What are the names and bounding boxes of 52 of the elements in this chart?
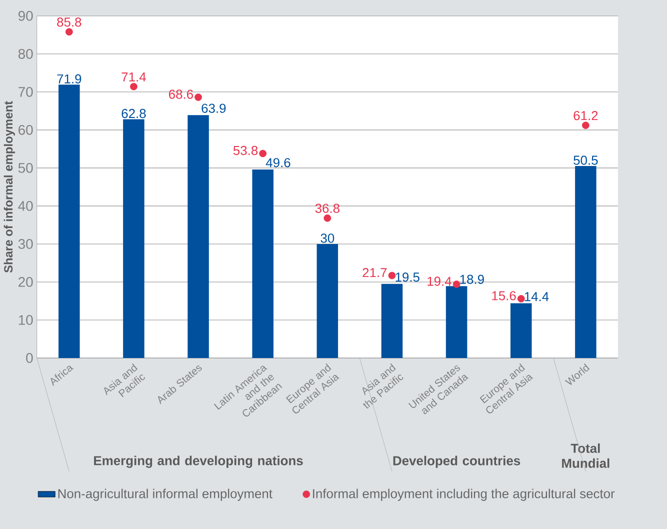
bar <box>252 169 274 358</box>
bar <box>575 166 596 358</box>
y-tick-label: 70 <box>18 86 33 97</box>
legend-label: Informal employment including the agricultural sector <box>313 488 615 501</box>
data-label: 21.7 <box>362 268 387 278</box>
data-label: 19.4 <box>428 276 452 286</box>
data-label: 71.9 <box>57 74 82 84</box>
y-tick-label: 50 <box>18 163 33 173</box>
bar <box>188 115 209 358</box>
bar <box>510 303 532 358</box>
data-label: 62.8 <box>122 108 146 118</box>
text: Emerging and developing nations <box>94 456 303 468</box>
data-label: 49.6 <box>266 158 290 168</box>
bar <box>316 244 338 358</box>
y-tick-label: 80 <box>18 48 33 59</box>
y-tick-label: 40 <box>18 201 33 211</box>
data-label: 71.4 <box>122 72 146 82</box>
data-label: 14.4 <box>524 292 549 302</box>
y-axis-title: Share of informal employment <box>4 101 15 273</box>
text: Total Mundial <box>562 443 610 468</box>
data-label: 19.5 <box>396 272 420 282</box>
data-label: 85.8 <box>57 18 82 27</box>
point <box>65 28 73 36</box>
y-tick-label: 20 <box>18 277 33 287</box>
data-label: 36.8 <box>315 204 340 213</box>
data-label: 30 <box>320 234 334 243</box>
point <box>194 94 202 101</box>
point <box>259 150 267 158</box>
bar <box>58 84 80 358</box>
y-tick-label: 30 <box>18 239 33 249</box>
data-label: 50.5 <box>574 156 598 165</box>
data-label: 15.6 <box>492 291 516 300</box>
point <box>452 280 460 288</box>
point <box>388 272 396 280</box>
bar <box>381 284 403 358</box>
point <box>130 82 138 90</box>
bar <box>446 286 468 358</box>
data-label: 18.9 <box>460 274 484 284</box>
data-label: 68.6 <box>169 90 193 99</box>
bar <box>123 119 144 358</box>
legend-label: Non-agricultural informal employment <box>58 488 272 501</box>
y-tick-label: 10 <box>18 315 33 325</box>
y-tick-label: 0 <box>26 353 33 363</box>
text: Developed countries <box>393 456 520 468</box>
data-label: 53.8 <box>233 146 258 156</box>
y-tick-label: 60 <box>18 125 33 135</box>
y-tick-label: 90 <box>18 10 33 21</box>
data-label: 63.9 <box>202 104 226 113</box>
point <box>324 214 332 222</box>
point <box>517 295 525 302</box>
data-label: 61.2 <box>574 111 598 120</box>
point <box>582 122 590 130</box>
